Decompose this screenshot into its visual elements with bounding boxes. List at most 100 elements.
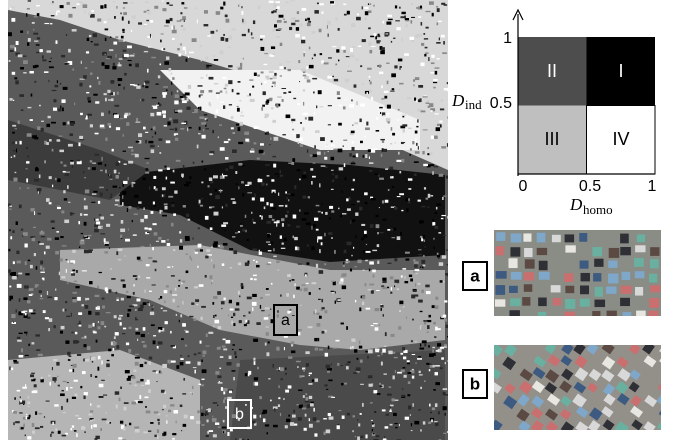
texture bbox=[257, 158, 260, 160]
texture bbox=[118, 84, 121, 86]
texture bbox=[356, 101, 358, 105]
texture bbox=[46, 124, 50, 127]
texture bbox=[276, 347, 279, 351]
texture bbox=[140, 305, 144, 308]
texture bbox=[94, 154, 99, 156]
texture bbox=[377, 40, 380, 43]
texture bbox=[201, 406, 202, 409]
texture bbox=[236, 183, 238, 185]
texture bbox=[123, 87, 124, 90]
texture bbox=[210, 193, 213, 195]
texture bbox=[360, 360, 363, 363]
texture bbox=[131, 184, 133, 187]
texture bbox=[78, 312, 82, 315]
texture bbox=[145, 86, 148, 88]
texture bbox=[13, 422, 14, 425]
texture bbox=[125, 239, 130, 242]
texture bbox=[331, 363, 332, 364]
texture bbox=[28, 107, 32, 108]
texture bbox=[42, 59, 46, 61]
texture bbox=[394, 357, 398, 358]
texture bbox=[122, 17, 124, 21]
texture bbox=[423, 164, 428, 166]
texture bbox=[34, 211, 35, 215]
texture bbox=[381, 154, 383, 157]
texture bbox=[98, 201, 100, 204]
texture bbox=[447, 336, 449, 337]
texture bbox=[381, 98, 384, 99]
texture bbox=[14, 155, 16, 157]
texture bbox=[387, 81, 389, 84]
texture bbox=[372, 250, 377, 251]
texture bbox=[18, 273, 22, 275]
texture bbox=[509, 286, 518, 293]
texture bbox=[109, 374, 110, 375]
texture bbox=[19, 298, 21, 302]
texture bbox=[303, 395, 305, 398]
texture bbox=[392, 186, 394, 188]
texture bbox=[322, 11, 324, 13]
texture bbox=[186, 361, 191, 363]
texture bbox=[39, 175, 41, 179]
texture bbox=[225, 15, 228, 18]
texture bbox=[418, 300, 423, 303]
texture bbox=[419, 254, 422, 255]
texture bbox=[66, 316, 70, 317]
texture bbox=[379, 383, 381, 385]
texture bbox=[333, 149, 337, 151]
texture bbox=[209, 77, 214, 80]
texture bbox=[84, 336, 86, 339]
texture bbox=[252, 294, 257, 297]
texture bbox=[182, 393, 186, 394]
texture bbox=[441, 35, 445, 38]
texture bbox=[414, 97, 416, 100]
texture bbox=[120, 421, 123, 424]
texture bbox=[291, 17, 295, 20]
texture bbox=[297, 103, 300, 105]
texture bbox=[94, 43, 99, 45]
texture bbox=[312, 282, 317, 284]
texture bbox=[95, 376, 97, 378]
texture bbox=[206, 333, 208, 337]
texture bbox=[44, 160, 45, 163]
texture bbox=[144, 396, 148, 398]
texture bbox=[399, 7, 400, 9]
texture bbox=[348, 65, 349, 66]
texture bbox=[418, 283, 421, 285]
texture bbox=[421, 63, 425, 67]
texture bbox=[384, 96, 387, 99]
texture bbox=[298, 329, 302, 331]
texture bbox=[424, 54, 426, 57]
texture bbox=[210, 181, 213, 183]
texture bbox=[342, 213, 346, 214]
texture bbox=[260, 198, 264, 202]
texture bbox=[650, 247, 659, 256]
texture bbox=[369, 50, 372, 54]
texture bbox=[158, 341, 163, 344]
texture bbox=[420, 311, 423, 312]
texture bbox=[57, 139, 61, 141]
texture bbox=[148, 389, 151, 393]
texture bbox=[63, 309, 65, 312]
texture bbox=[154, 205, 156, 207]
texture bbox=[74, 103, 75, 105]
texture bbox=[368, 375, 373, 378]
texture bbox=[388, 351, 392, 355]
texture bbox=[446, 250, 450, 251]
texture bbox=[429, 369, 430, 371]
texture bbox=[186, 59, 188, 62]
texture bbox=[182, 100, 187, 103]
texture bbox=[434, 226, 438, 229]
texture bbox=[84, 392, 88, 395]
texture bbox=[31, 373, 35, 374]
texture bbox=[155, 132, 156, 135]
texture bbox=[126, 291, 128, 293]
texture bbox=[305, 351, 309, 354]
texture bbox=[142, 341, 145, 343]
texture bbox=[429, 1, 434, 4]
texture bbox=[383, 149, 387, 152]
texture bbox=[141, 385, 144, 386]
texture bbox=[447, 216, 450, 219]
texture bbox=[51, 58, 52, 59]
texture bbox=[413, 290, 417, 292]
